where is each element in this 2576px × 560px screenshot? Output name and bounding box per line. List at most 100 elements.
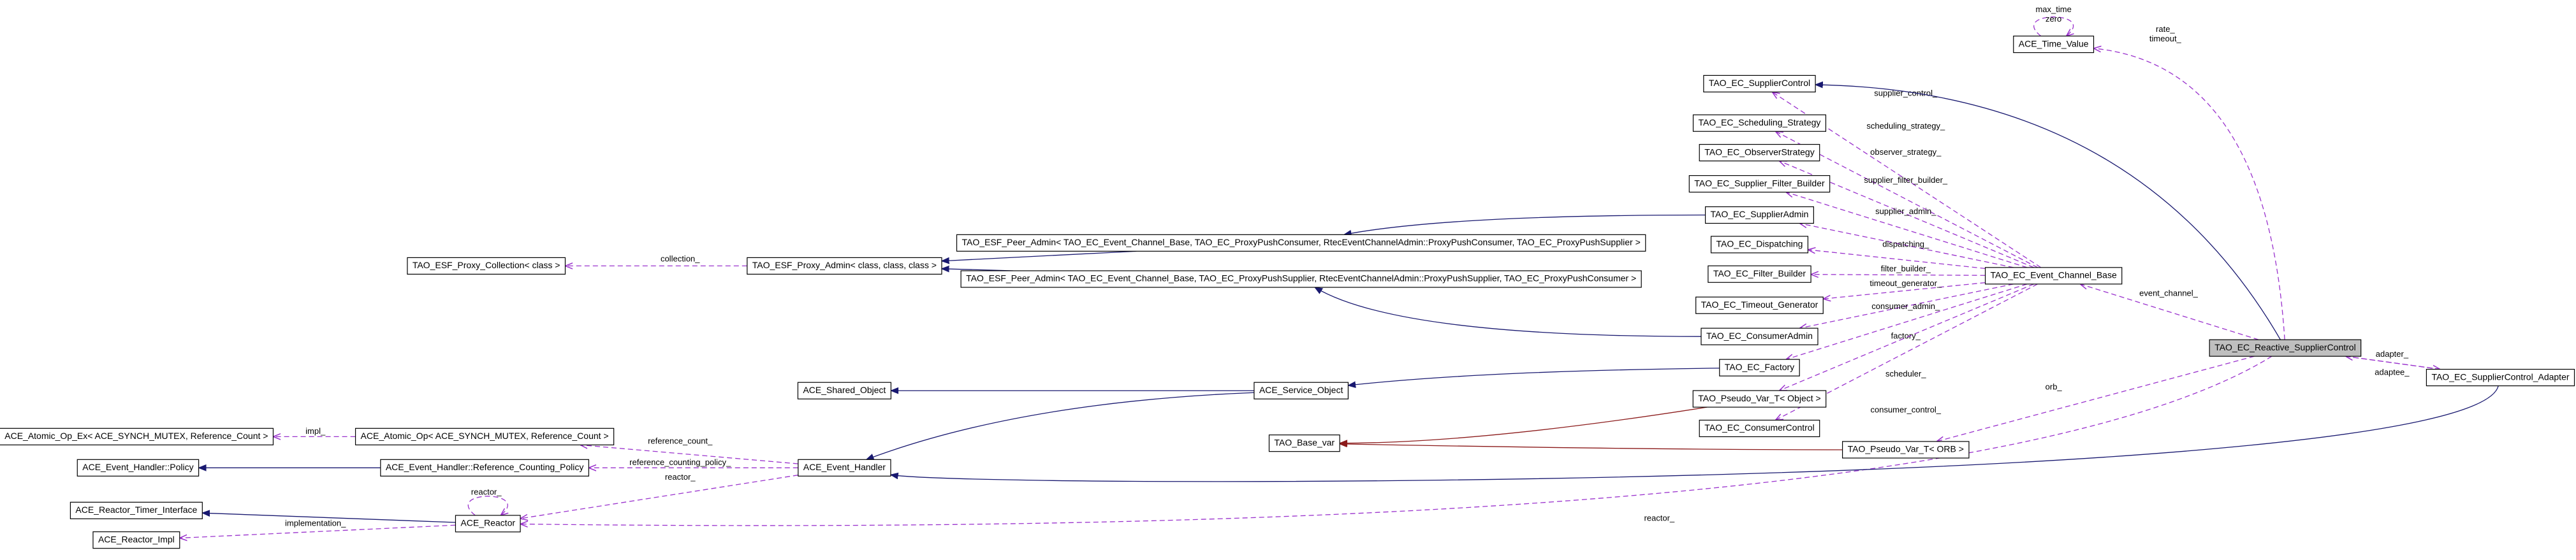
class-node: TAO_EC_ConsumerControl [1699, 419, 1820, 438]
node-box [1710, 236, 1809, 254]
edge-label: max_time [2035, 4, 2071, 14]
node-label: ACE_Event_Handler::Reference_Counting_Po… [386, 462, 584, 472]
node-label: ACE_Atomic_Op_Ex< ACE_SYNCH_MUTEX, Refer… [4, 431, 268, 441]
edge-label: impl_ [305, 426, 326, 436]
usage-edge [467, 496, 508, 515]
node-box [1841, 441, 1970, 459]
node-label: ACE_Reactor_Impl [98, 534, 175, 544]
node-box [1701, 327, 1819, 345]
edge-label: collection_ [661, 254, 700, 264]
edge-label: adaptee_ [2375, 367, 2410, 377]
node-box [960, 270, 1642, 288]
class-node: TAO_EC_Filter_Builder [1708, 265, 1811, 283]
class-node: ACE_Atomic_Op< ACE_SYNCH_MUTEX, Referenc… [355, 427, 615, 445]
edge-label: reactor_ [471, 487, 502, 496]
nodes: ACE_Time_Value TAO_EC_SupplierControl TAO_… [0, 35, 2575, 549]
usage-edge [2094, 48, 2285, 340]
node-box [92, 531, 180, 549]
node-label: TAO_EC_SupplierControl [1709, 78, 1810, 88]
node-box [1692, 114, 1827, 132]
node-label: TAO_EC_SupplierControl_Adapter [2431, 371, 2569, 382]
node-box [2013, 35, 2095, 54]
edge-label: scheduling_strategy_ [1866, 121, 1945, 131]
usage-edge [1779, 161, 2034, 268]
class-node: ACE_Event_Handler::Policy [77, 459, 200, 477]
usage-edge [2345, 355, 2440, 369]
edge-label: timeout_ [2149, 34, 2182, 43]
usage-edge [2346, 356, 2440, 370]
edge-label: filter_builder_ [1881, 264, 1931, 273]
edge-label: supplier_control_ [1874, 88, 1938, 97]
usage-edge [1779, 284, 2034, 391]
node-box [1708, 265, 1811, 283]
node-box [1704, 206, 1814, 224]
inheritance-edge [891, 385, 2499, 482]
edge-label: reactor_ [665, 472, 696, 482]
edge-label: reference_counting_policy_ [629, 457, 731, 467]
edge-label: reference_count_ [648, 436, 713, 446]
class-node: TAO_EC_SupplierControl [1703, 75, 1816, 93]
node-box [1699, 144, 1820, 162]
edge-label: scheduler_ [1885, 369, 1926, 378]
edge-label: dispatching_ [1882, 239, 1929, 248]
class-node: ACE_Reactor [455, 515, 521, 533]
usage-edge [1811, 275, 1986, 276]
class-node: TAO_EC_Dispatching [1710, 236, 1809, 254]
node-box [407, 257, 566, 275]
class-node: TAO_EC_Reactive_SupplierControl [2209, 339, 2362, 357]
class-node: ACE_Time_Value [2013, 35, 2095, 54]
node-label: TAO_ESF_Peer_Admin< TAO_EC_Event_Channel… [966, 273, 1636, 284]
class-node: ACE_Shared_Object [797, 382, 891, 399]
inheritance-edge [942, 250, 1137, 261]
usage-edge [520, 355, 2272, 526]
node-box [355, 427, 615, 445]
node-label: TAO_EC_Supplier_Filter_Builder [1694, 178, 1825, 188]
edge-label: consumer_admin_ [1871, 301, 1940, 311]
class-node: TAO_EC_Supplier_Filter_Builder [1688, 175, 1831, 193]
node-box [1254, 382, 1349, 399]
edge-label: implementation_ [285, 518, 346, 528]
usage-edge [1799, 224, 2014, 268]
usage-edge [580, 445, 798, 464]
class-node: TAO_EC_SupplierAdmin [1704, 206, 1814, 224]
class-node: TAO_Pseudo_Var_T< Object > [1692, 390, 1827, 408]
class-node: TAO_ESF_Peer_Admin< TAO_EC_Event_Channel… [956, 234, 1646, 252]
edge-label: event_channel_ [2139, 289, 2199, 298]
node-label: TAO_ESF_Peer_Admin< TAO_EC_Event_Channel… [962, 237, 1640, 247]
node-box [77, 459, 200, 477]
node-box [1688, 175, 1831, 193]
inheritance-edge [1815, 85, 2281, 340]
edge-label: observer_strategy_ [1870, 147, 1942, 157]
node-label: ACE_Event_Handler::Policy [82, 462, 193, 472]
usage-edge [1936, 355, 2255, 442]
node-label: ACE_Shared_Object [803, 385, 886, 395]
class-node: TAO_EC_Event_Channel_Base [1984, 267, 2123, 285]
node-box [1699, 419, 1820, 438]
inheritance-edge [202, 513, 456, 523]
node-box [1268, 434, 1340, 452]
node-box [798, 459, 891, 477]
usage-edge [2033, 17, 2074, 36]
node-label: TAO_EC_Scheduling_Strategy [1698, 117, 1820, 127]
node-box [1703, 75, 1816, 93]
node-box [1695, 296, 1824, 314]
usage-edge [520, 475, 798, 519]
inheritance-edge [1348, 368, 1720, 385]
class-node: ACE_Event_Handler [798, 459, 891, 477]
node-box [1719, 359, 1800, 377]
node-box [1692, 390, 1827, 408]
class-node: ACE_Atomic_Op_Ex< ACE_SYNCH_MUTEX, Refer… [0, 427, 274, 445]
usage-edge [1823, 282, 1986, 299]
node-label: TAO_EC_ConsumerAdmin [1706, 331, 1813, 341]
node-box [797, 382, 891, 399]
class-node: TAO_Base_var [1268, 434, 1340, 452]
template-edge [1340, 444, 1843, 450]
edge-label: rate_ [2156, 24, 2175, 34]
node-label: TAO_Pseudo_Var_T< Object > [1698, 393, 1820, 403]
node-label: TAO_EC_SupplierAdmin [1711, 209, 1809, 219]
usage-edge [1799, 284, 2014, 328]
class-node: TAO_ESF_Proxy_Collection< class > [407, 257, 566, 275]
node-label: TAO_ESF_Proxy_Admin< class, class, class… [752, 260, 937, 270]
